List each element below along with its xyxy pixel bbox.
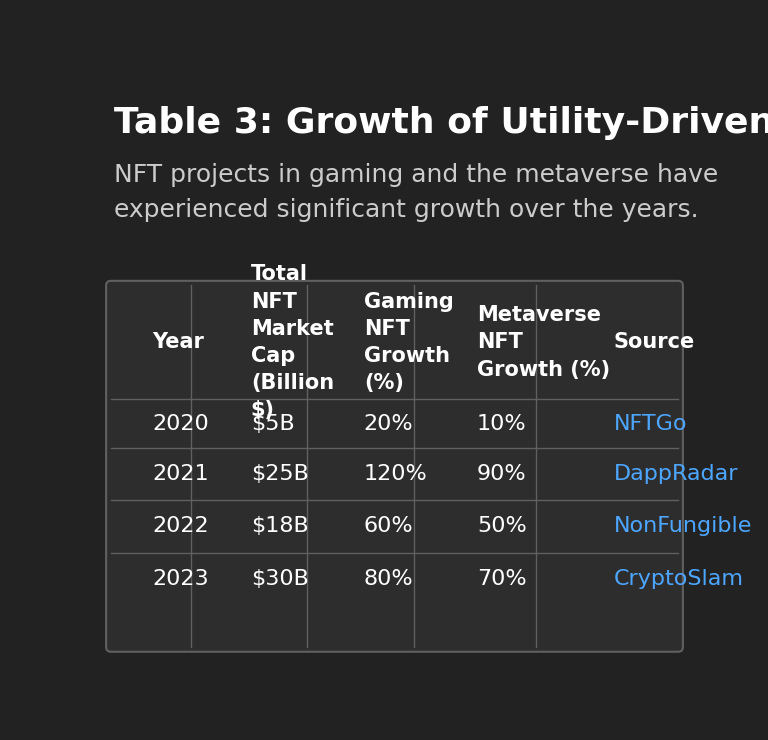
- Text: 60%: 60%: [364, 517, 413, 536]
- Text: NFTGo: NFTGo: [614, 414, 687, 434]
- Text: 80%: 80%: [364, 569, 413, 589]
- Text: $5B: $5B: [250, 414, 294, 434]
- Text: 70%: 70%: [477, 569, 527, 589]
- Text: NFT projects in gaming and the metaverse have: NFT projects in gaming and the metaverse…: [114, 163, 718, 187]
- Text: $30B: $30B: [250, 569, 309, 589]
- Text: 2021: 2021: [153, 464, 209, 484]
- Text: $18B: $18B: [250, 517, 309, 536]
- Text: NonFungible: NonFungible: [614, 517, 752, 536]
- Text: 50%: 50%: [477, 517, 527, 536]
- Text: Source: Source: [614, 332, 695, 352]
- Text: Year: Year: [153, 332, 204, 352]
- FancyBboxPatch shape: [106, 280, 683, 652]
- Text: 90%: 90%: [477, 464, 527, 484]
- Text: 2023: 2023: [153, 569, 209, 589]
- Text: 120%: 120%: [364, 464, 428, 484]
- Text: CryptoSlam: CryptoSlam: [614, 569, 744, 589]
- Text: experienced significant growth over the years.: experienced significant growth over the …: [114, 198, 698, 222]
- Text: Metaverse
NFT
Growth (%): Metaverse NFT Growth (%): [477, 305, 610, 380]
- Text: 2022: 2022: [153, 517, 209, 536]
- Text: 2020: 2020: [153, 414, 210, 434]
- Text: Table 3: Growth of Utility-Driven NFT Projects: Table 3: Growth of Utility-Driven NFT Pr…: [114, 106, 768, 140]
- Text: Total
NFT
Market
Cap
(Billion
$): Total NFT Market Cap (Billion $): [250, 264, 334, 420]
- Text: DappRadar: DappRadar: [614, 464, 738, 484]
- Text: $25B: $25B: [250, 464, 309, 484]
- Text: Gaming
NFT
Growth
(%): Gaming NFT Growth (%): [364, 292, 454, 393]
- Text: 20%: 20%: [364, 414, 413, 434]
- Text: 10%: 10%: [477, 414, 527, 434]
